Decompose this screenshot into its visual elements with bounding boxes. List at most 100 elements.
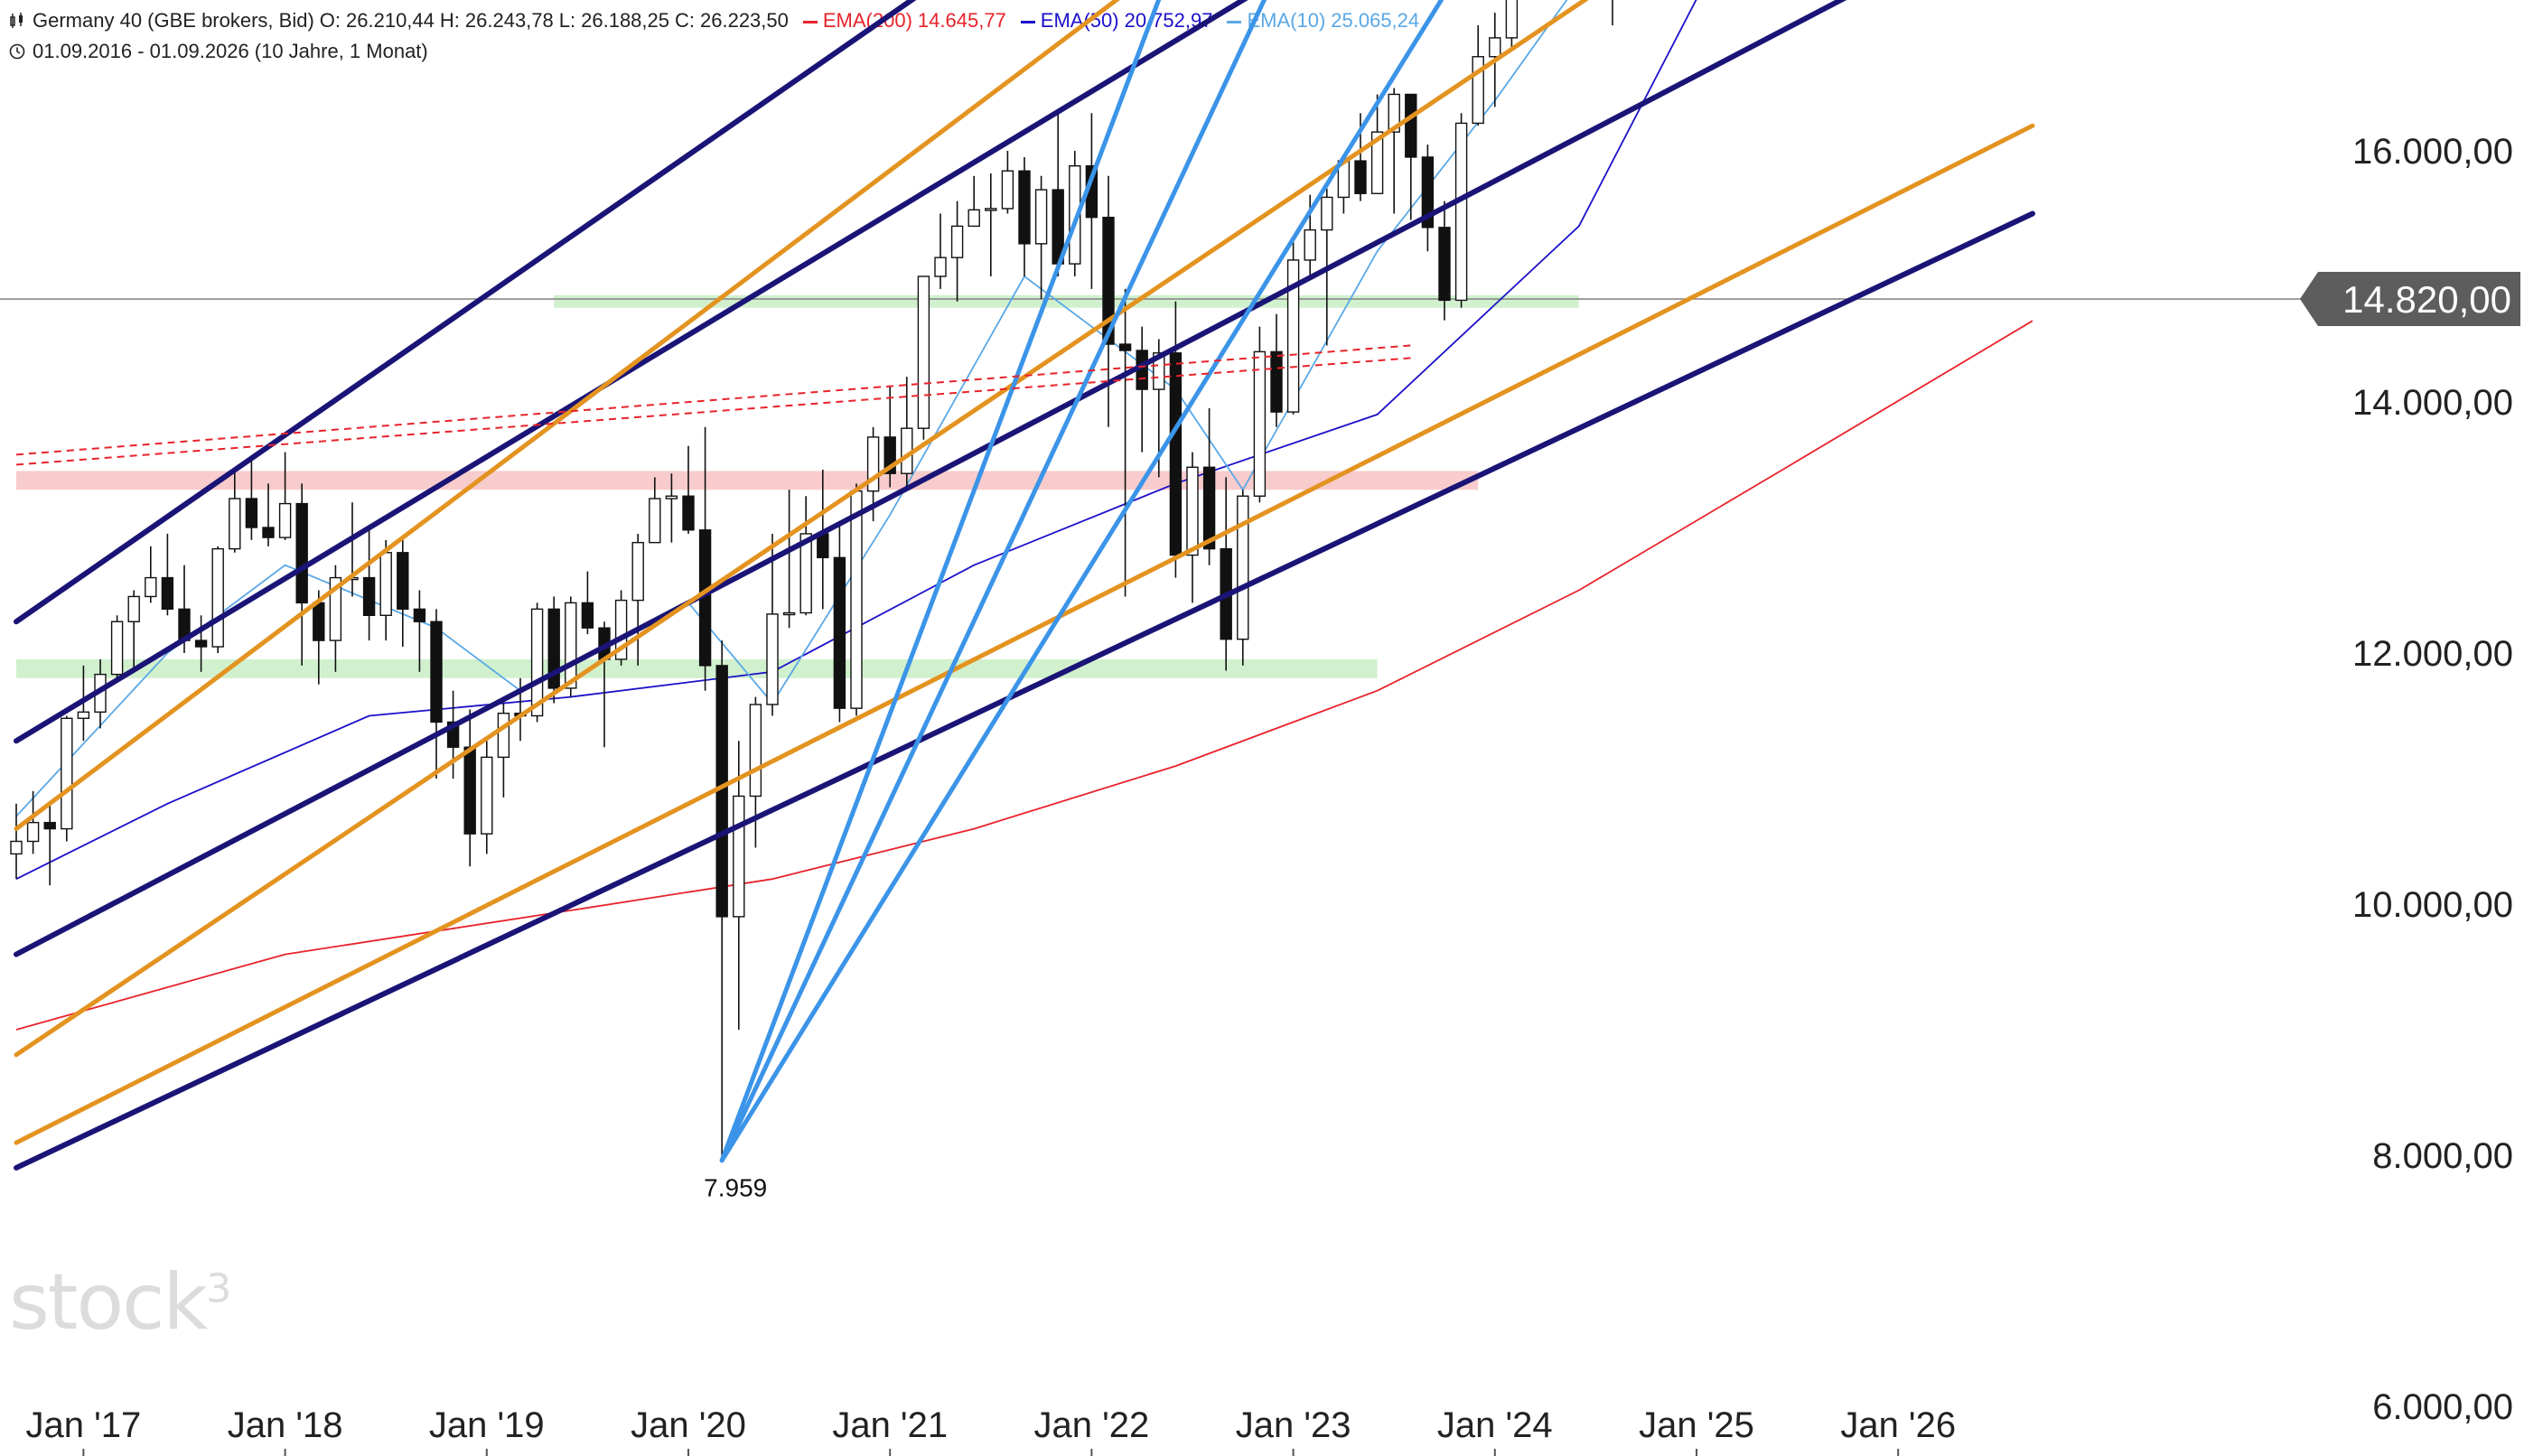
- trendline-navy-0: [14, 0, 1248, 744]
- trendline-blue-7: [719, 0, 1162, 1163]
- candle-body: [481, 756, 493, 835]
- candle-body: [782, 611, 796, 616]
- candle: [682, 445, 695, 534]
- candle: [1102, 175, 1115, 427]
- candle: [413, 590, 426, 672]
- price-label-text: 14.820,00: [2342, 278, 2511, 321]
- candle: [1220, 477, 1232, 671]
- candle: [161, 533, 174, 616]
- candle-body: [530, 608, 544, 717]
- candle: [817, 470, 829, 610]
- candle-body: [1421, 156, 1435, 229]
- candle: [1270, 313, 1283, 427]
- candle: [362, 527, 376, 641]
- candles-layer: [10, 0, 1613, 1161]
- date-range: 01.09.2016 - 01.09.2026: [33, 40, 249, 62]
- x-tick-label: Jan '23: [1236, 1405, 1351, 1445]
- candle: [1237, 490, 1249, 666]
- candle-body: [665, 495, 678, 499]
- ohlc-low-label: L:: [558, 9, 576, 32]
- candle: [917, 275, 930, 440]
- candle-body: [950, 225, 964, 258]
- candle-body: [245, 498, 258, 528]
- candle-body: [1438, 227, 1451, 302]
- candle: [1034, 175, 1048, 300]
- ohlc-high-value: 26.243,78: [464, 9, 554, 32]
- trendline-navy-2: [14, 0, 1847, 957]
- x-tick-label: Jan '24: [1437, 1405, 1553, 1445]
- x-tick-label: Jan '18: [228, 1405, 343, 1445]
- candle: [631, 533, 644, 666]
- candle-body: [61, 717, 73, 830]
- candle-body: [547, 608, 560, 689]
- candle: [1018, 156, 1031, 276]
- x-tick-label: Jan '17: [26, 1405, 142, 1445]
- ema50-swatch: [1020, 20, 1035, 23]
- candle: [1421, 145, 1435, 252]
- candle: [799, 496, 812, 616]
- y-tick-label: 16.000,00: [2352, 132, 2513, 172]
- candle-body: [127, 595, 140, 622]
- period-label: (10 Jahre, 1 Monat): [254, 40, 428, 62]
- candle: [1438, 201, 1451, 321]
- candle-body: [1118, 343, 1132, 351]
- candle-body: [362, 576, 376, 616]
- candle: [497, 703, 510, 798]
- candle: [1118, 288, 1132, 597]
- candle-body: [581, 602, 594, 629]
- x-tick-label: Jan '19: [429, 1405, 545, 1445]
- candle-body: [1489, 37, 1501, 58]
- candle: [1612, 0, 1613, 25]
- candle-body: [631, 541, 644, 602]
- candle: [194, 615, 208, 672]
- candle-body: [766, 613, 779, 705]
- axis-layer: 6.000,00 8.000,00 10.000,00 12.000,00 14.000…: [26, 132, 2520, 1456]
- candle: [10, 803, 23, 880]
- candle: [950, 201, 964, 302]
- candle-body: [1253, 350, 1267, 497]
- candle-body: [278, 502, 292, 538]
- stock3-watermark: stock3: [9, 1257, 231, 1348]
- candle: [985, 173, 997, 276]
- trendline-blue-9: [719, 0, 1444, 1163]
- candle: [1136, 326, 1148, 453]
- candle: [766, 533, 779, 716]
- candle: [547, 596, 560, 704]
- y-tick-label: 8.000,00: [2372, 1136, 2513, 1176]
- clock-icon: [9, 42, 25, 60]
- candle: [833, 521, 846, 723]
- trendline-navy-3: [14, 0, 917, 625]
- ema10-value: 25.065,24: [1331, 9, 1420, 32]
- ohlc-close-label: C:: [675, 9, 695, 32]
- candle: [1337, 160, 1351, 214]
- candle-body: [1018, 170, 1031, 245]
- candle-body: [1388, 93, 1400, 133]
- ohlc-open-label: O:: [319, 9, 341, 32]
- candle-body: [110, 621, 124, 676]
- instrument-name: Germany 40 (GBE brokers, Bid): [33, 9, 314, 32]
- candle-body: [1186, 466, 1199, 556]
- candle: [649, 477, 661, 544]
- candle: [278, 452, 292, 540]
- candle: [968, 175, 980, 228]
- dashed-line-0: [15, 357, 1411, 466]
- candle-body: [1169, 352, 1183, 556]
- zone-green-4: [16, 658, 1378, 678]
- candle: [481, 741, 493, 854]
- candle-body: [1153, 352, 1165, 390]
- candle: [850, 483, 863, 716]
- ohlc-close-value: 26.223,50: [700, 9, 789, 32]
- zone-red-2: [16, 471, 1479, 490]
- y-tick-label: 12.000,00: [2352, 634, 2513, 674]
- candle: [1001, 151, 1014, 214]
- candle-body: [649, 498, 661, 544]
- low-annotation: 7.959: [704, 1174, 767, 1202]
- candle: [26, 790, 40, 854]
- candle: [379, 539, 392, 641]
- candle-body: [1321, 196, 1333, 231]
- candle: [581, 571, 594, 635]
- candle-body: [917, 275, 930, 429]
- candlestick-chart-icon: [9, 11, 25, 28]
- candle-body: [194, 639, 208, 648]
